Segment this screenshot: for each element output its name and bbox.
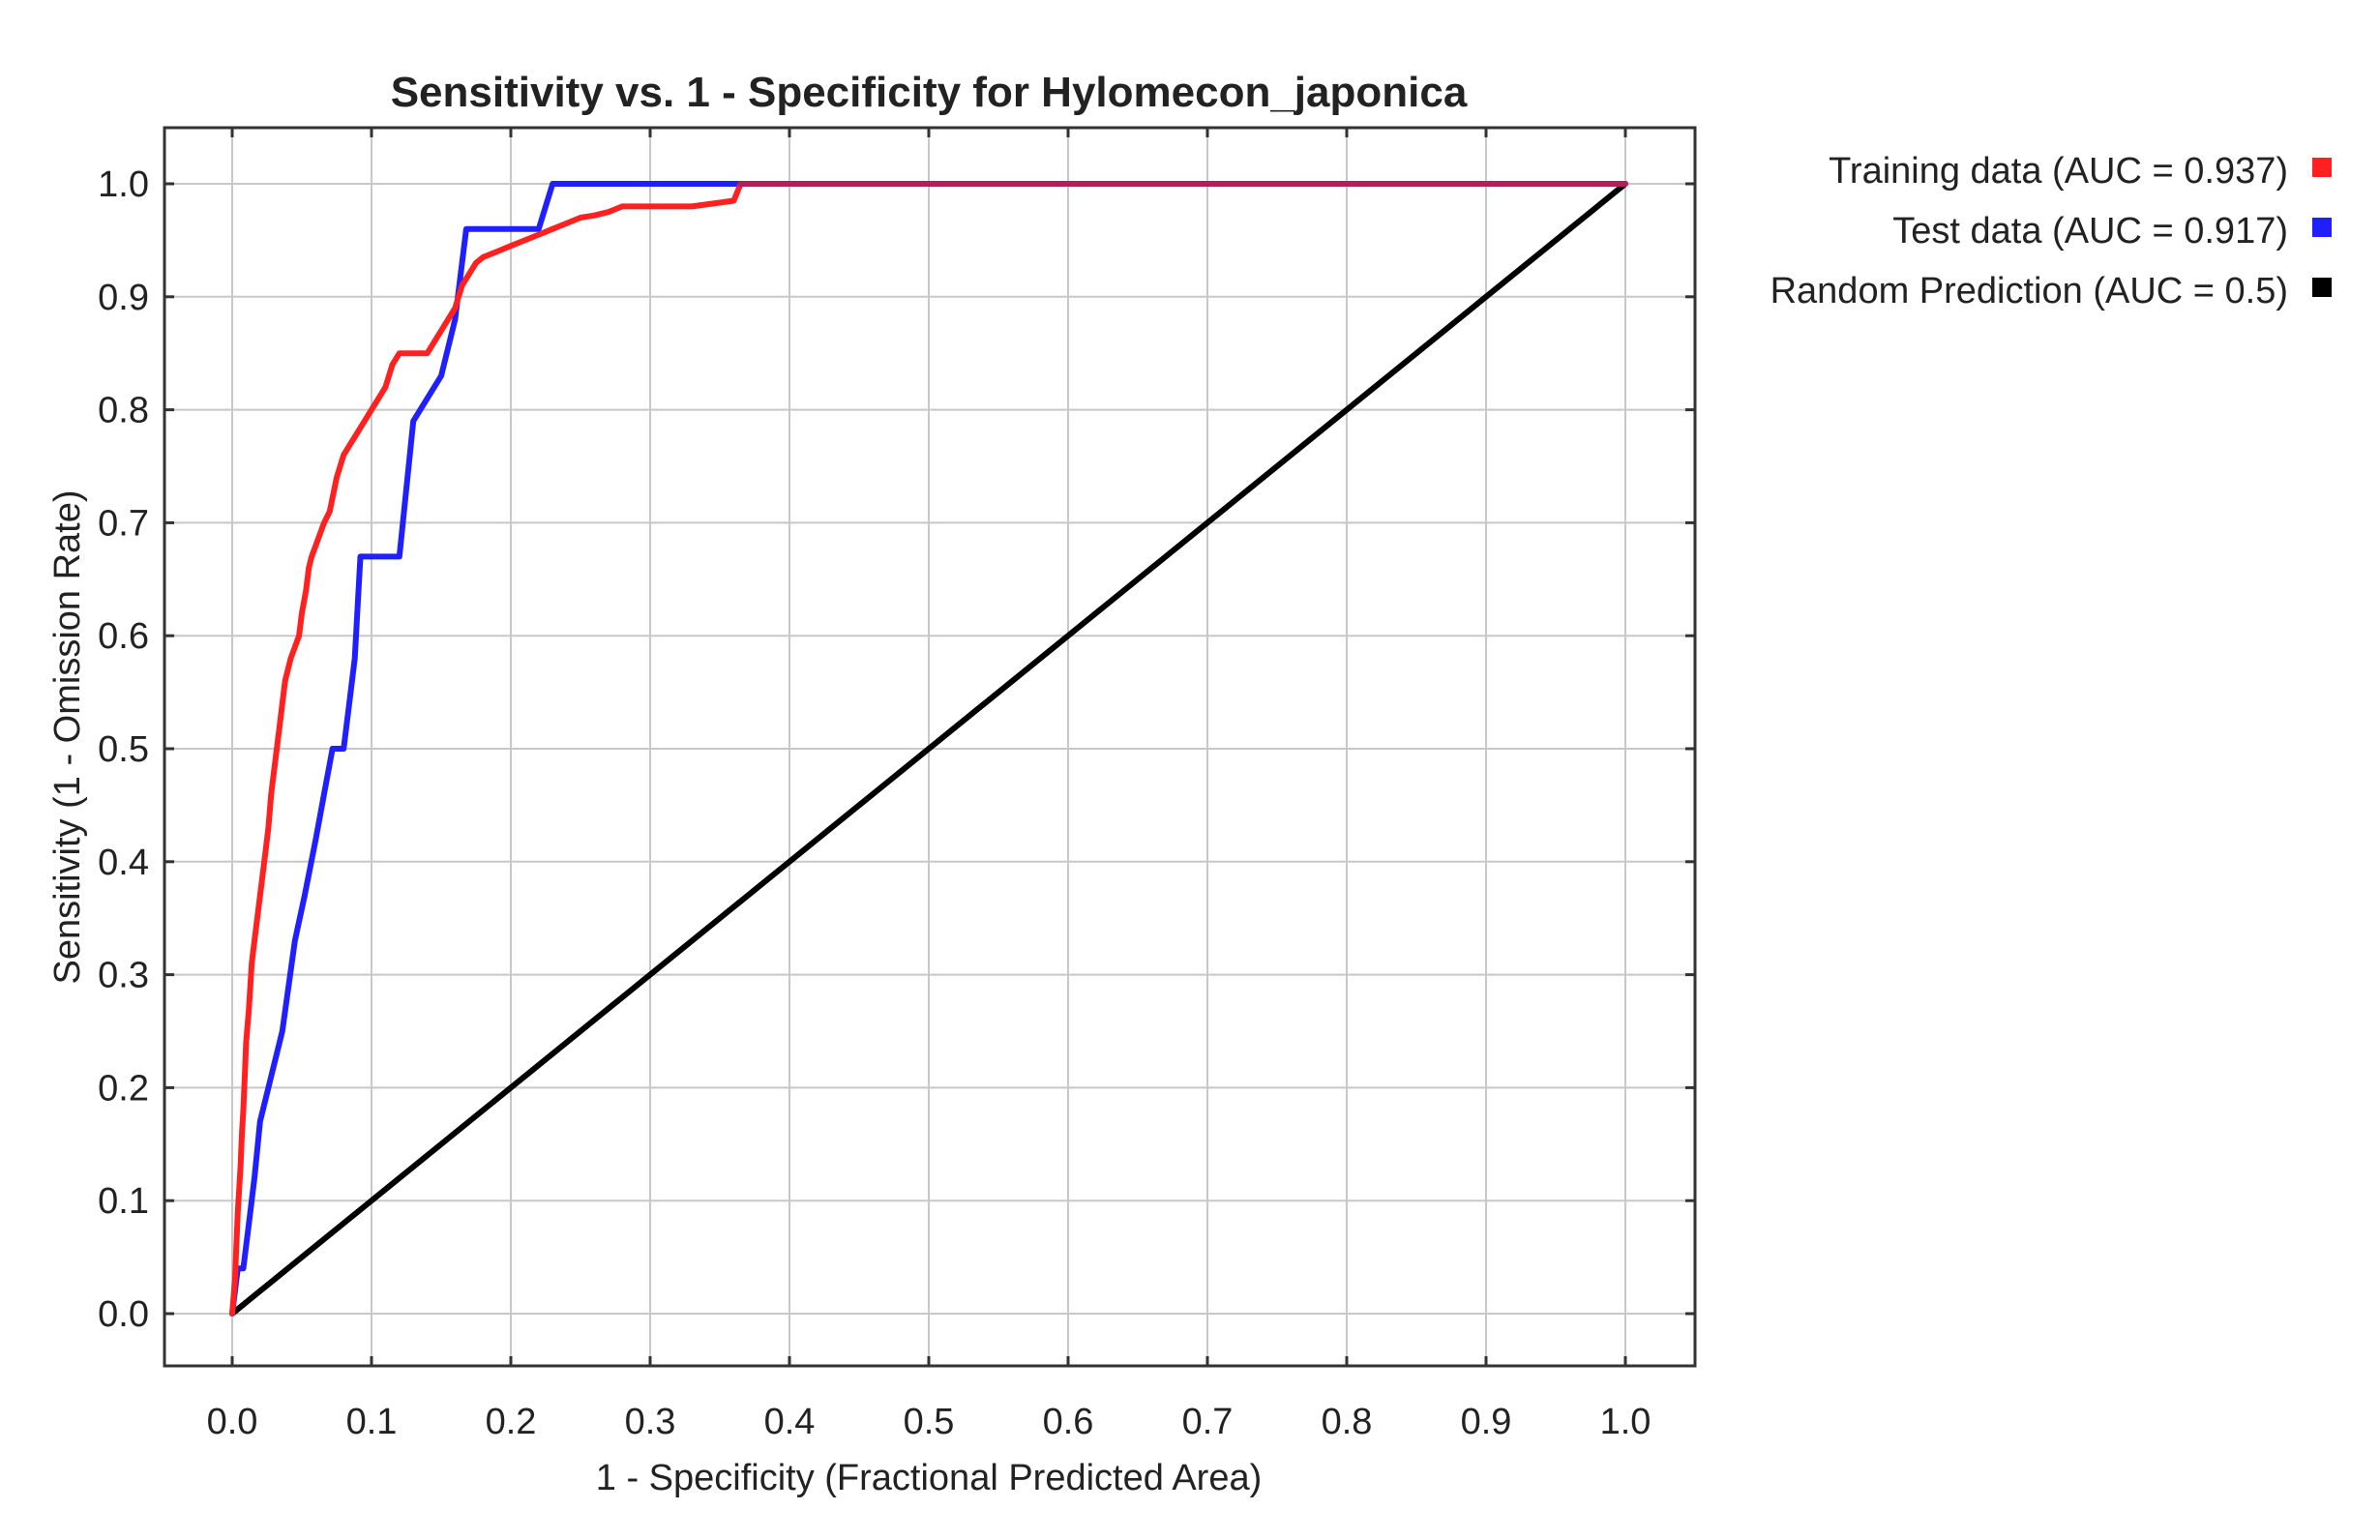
series-layer — [229, 181, 1628, 1317]
y-tick-label: 0.5 — [98, 729, 149, 770]
x-tick-labels: 0.0 0.1 0.2 0.3 0.4 0.5 0.6 0.7 0.8 0.9 1.0 — [207, 1402, 1651, 1442]
y-tick-label: 0.2 — [98, 1068, 149, 1109]
y-tick-labels: 0.0 0.1 0.2 0.3 0.4 0.5 0.6 0.7 0.8 0.9 1.0 — [98, 164, 149, 1335]
x-tick-label: 0.4 — [764, 1402, 816, 1442]
x-axis-label: 1 - Specificity (Fractional Predicted Ar… — [596, 1458, 1263, 1498]
training-data-line — [229, 181, 1628, 1317]
legend-item-test: Test data (AUC = 0.917) — [1892, 211, 2332, 252]
y-tick-label: 0.4 — [98, 843, 149, 883]
y-tick-label: 0.6 — [98, 616, 149, 657]
legend-label: Random Prediction (AUC = 0.5) — [1770, 271, 2288, 311]
y-tick-label: 0.7 — [98, 503, 149, 544]
axis-ticks — [164, 128, 1695, 1366]
x-tick-label: 0.1 — [346, 1402, 398, 1442]
x-tick-label: 0.6 — [1043, 1402, 1094, 1442]
y-tick-label: 1.0 — [98, 164, 149, 205]
x-tick-label: 0.2 — [486, 1402, 537, 1442]
legend-item-random: Random Prediction (AUC = 0.5) — [1770, 271, 2332, 311]
x-tick-label: 0.9 — [1461, 1402, 1512, 1442]
x-tick-label: 0.0 — [207, 1402, 258, 1442]
y-tick-label: 0.8 — [98, 391, 149, 431]
legend-label: Training data (AUC = 0.937) — [1829, 151, 2288, 192]
y-tick-label: 0.3 — [98, 956, 149, 996]
y-tick-label: 0.1 — [98, 1181, 149, 1222]
legend-swatch — [2312, 278, 2332, 297]
legend-item-training: Training data (AUC = 0.937) — [1829, 151, 2332, 192]
x-tick-label: 0.5 — [904, 1402, 955, 1442]
legend-label: Test data (AUC = 0.917) — [1892, 211, 2288, 252]
chart-title: Sensitivity vs. 1 - Specificity for Hylo… — [391, 69, 1468, 116]
legend: Training data (AUC = 0.937) Test data (AU… — [1770, 151, 2332, 311]
y-axis-label: Sensitivity (1 - Omission Rate) — [47, 489, 88, 984]
legend-swatch — [2312, 158, 2332, 177]
x-tick-label: 0.3 — [625, 1402, 676, 1442]
x-tick-label: 0.7 — [1182, 1402, 1234, 1442]
x-tick-label: 0.8 — [1322, 1402, 1373, 1442]
x-tick-label: 1.0 — [1600, 1402, 1651, 1442]
legend-swatch — [2312, 218, 2332, 237]
y-tick-label: 0.0 — [98, 1294, 149, 1335]
plot-frame — [163, 126, 1697, 1368]
random-prediction-line — [229, 181, 1628, 1317]
y-tick-label: 0.9 — [98, 278, 149, 318]
